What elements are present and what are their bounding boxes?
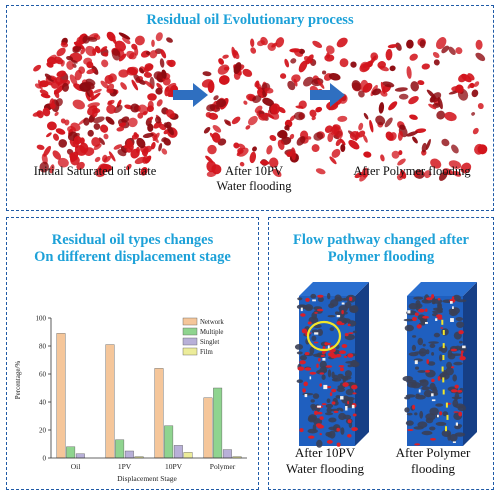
bar	[124, 450, 134, 459]
chart-axes: 0 20 40 60 80 100 Oil 1PV 10PV Polymer	[36, 315, 247, 471]
legend-label: Singlet	[200, 339, 219, 346]
water-flooding-cube	[201, 36, 349, 178]
stage-caption-water: After 10PV Water flooding	[216, 164, 292, 193]
legend-swatch	[182, 327, 198, 336]
flow-pathway-panel: Flow pathway changed after Polymer flood…	[268, 217, 494, 490]
evolution-title: Residual oil Evolutionary process	[146, 12, 354, 28]
flow-pathway-title-line1: Flow pathway changed after	[292, 232, 469, 248]
x-tick-label: 10PV	[165, 462, 183, 471]
bar	[56, 333, 66, 459]
y-tick-label: 80	[39, 343, 47, 351]
arrow-icon	[310, 83, 345, 107]
bar	[105, 344, 115, 459]
slab-caption-water-line1: After 10PV	[294, 445, 356, 460]
bar	[66, 446, 76, 459]
polymer-flooding-slab	[402, 282, 477, 446]
legend-swatch	[182, 337, 198, 346]
bar-chart: 0 20 40 60 80 100 Oil 1PV 10PV Polymer Network Mul…	[14, 315, 247, 483]
bar	[183, 452, 193, 459]
y-tick-label: 40	[39, 399, 47, 407]
stage-caption-initial: Initial Saturated oil state	[33, 164, 157, 178]
polymer-flooding-cube	[347, 37, 488, 182]
x-tick-label: Oil	[71, 462, 81, 471]
legend-swatch	[182, 317, 198, 326]
legend-label: Multiple	[200, 329, 223, 336]
arrow-icon	[173, 83, 208, 107]
bar	[115, 439, 125, 459]
y-tick-label: 20	[39, 427, 47, 435]
chart-legend: Network Multiple Singlet Film	[182, 317, 224, 356]
residual-oil-types-panel: Residual oil types changes On different …	[6, 217, 259, 490]
legend-label: Film	[200, 349, 214, 356]
residual-types-title-line1: Residual oil types changes	[51, 232, 214, 248]
bar	[154, 368, 164, 459]
y-tick-label: 100	[36, 315, 47, 323]
y-tick-label: 60	[39, 371, 47, 379]
flow-pathway-graphic	[294, 282, 477, 448]
slab-caption-polymer-line1: After Polymer	[395, 445, 471, 460]
slab-caption-polymer-line2: flooding	[410, 461, 456, 476]
legend-label: Network	[200, 319, 224, 326]
legend-swatch	[182, 347, 198, 356]
bar	[164, 425, 174, 459]
y-axis-label: Percentage/%	[14, 361, 22, 400]
slab-caption-water-line2: Water flooding	[285, 461, 364, 476]
bar	[213, 387, 223, 459]
x-axis-label: Displacement Stage	[117, 474, 177, 483]
evolution-graphic	[32, 31, 488, 182]
bar	[75, 453, 85, 459]
bar	[173, 445, 183, 459]
bar	[222, 449, 232, 459]
x-tick-label: 1PV	[118, 462, 132, 471]
flow-pathway-title-line2: Polymer flooding	[327, 249, 435, 265]
residual-types-title-line2: On different displacement stage	[34, 249, 231, 265]
x-tick-label: Polymer	[210, 462, 236, 471]
water-flooding-slab	[294, 282, 369, 448]
stage-caption-polymer: After Polymer flooding	[353, 164, 471, 178]
evolution-panel: Residual oil Evolutionary process Initia…	[6, 5, 494, 211]
y-tick-label: 0	[43, 455, 47, 463]
bar-group	[56, 333, 242, 459]
bar	[203, 397, 213, 459]
initial-oil-cube	[32, 31, 181, 178]
